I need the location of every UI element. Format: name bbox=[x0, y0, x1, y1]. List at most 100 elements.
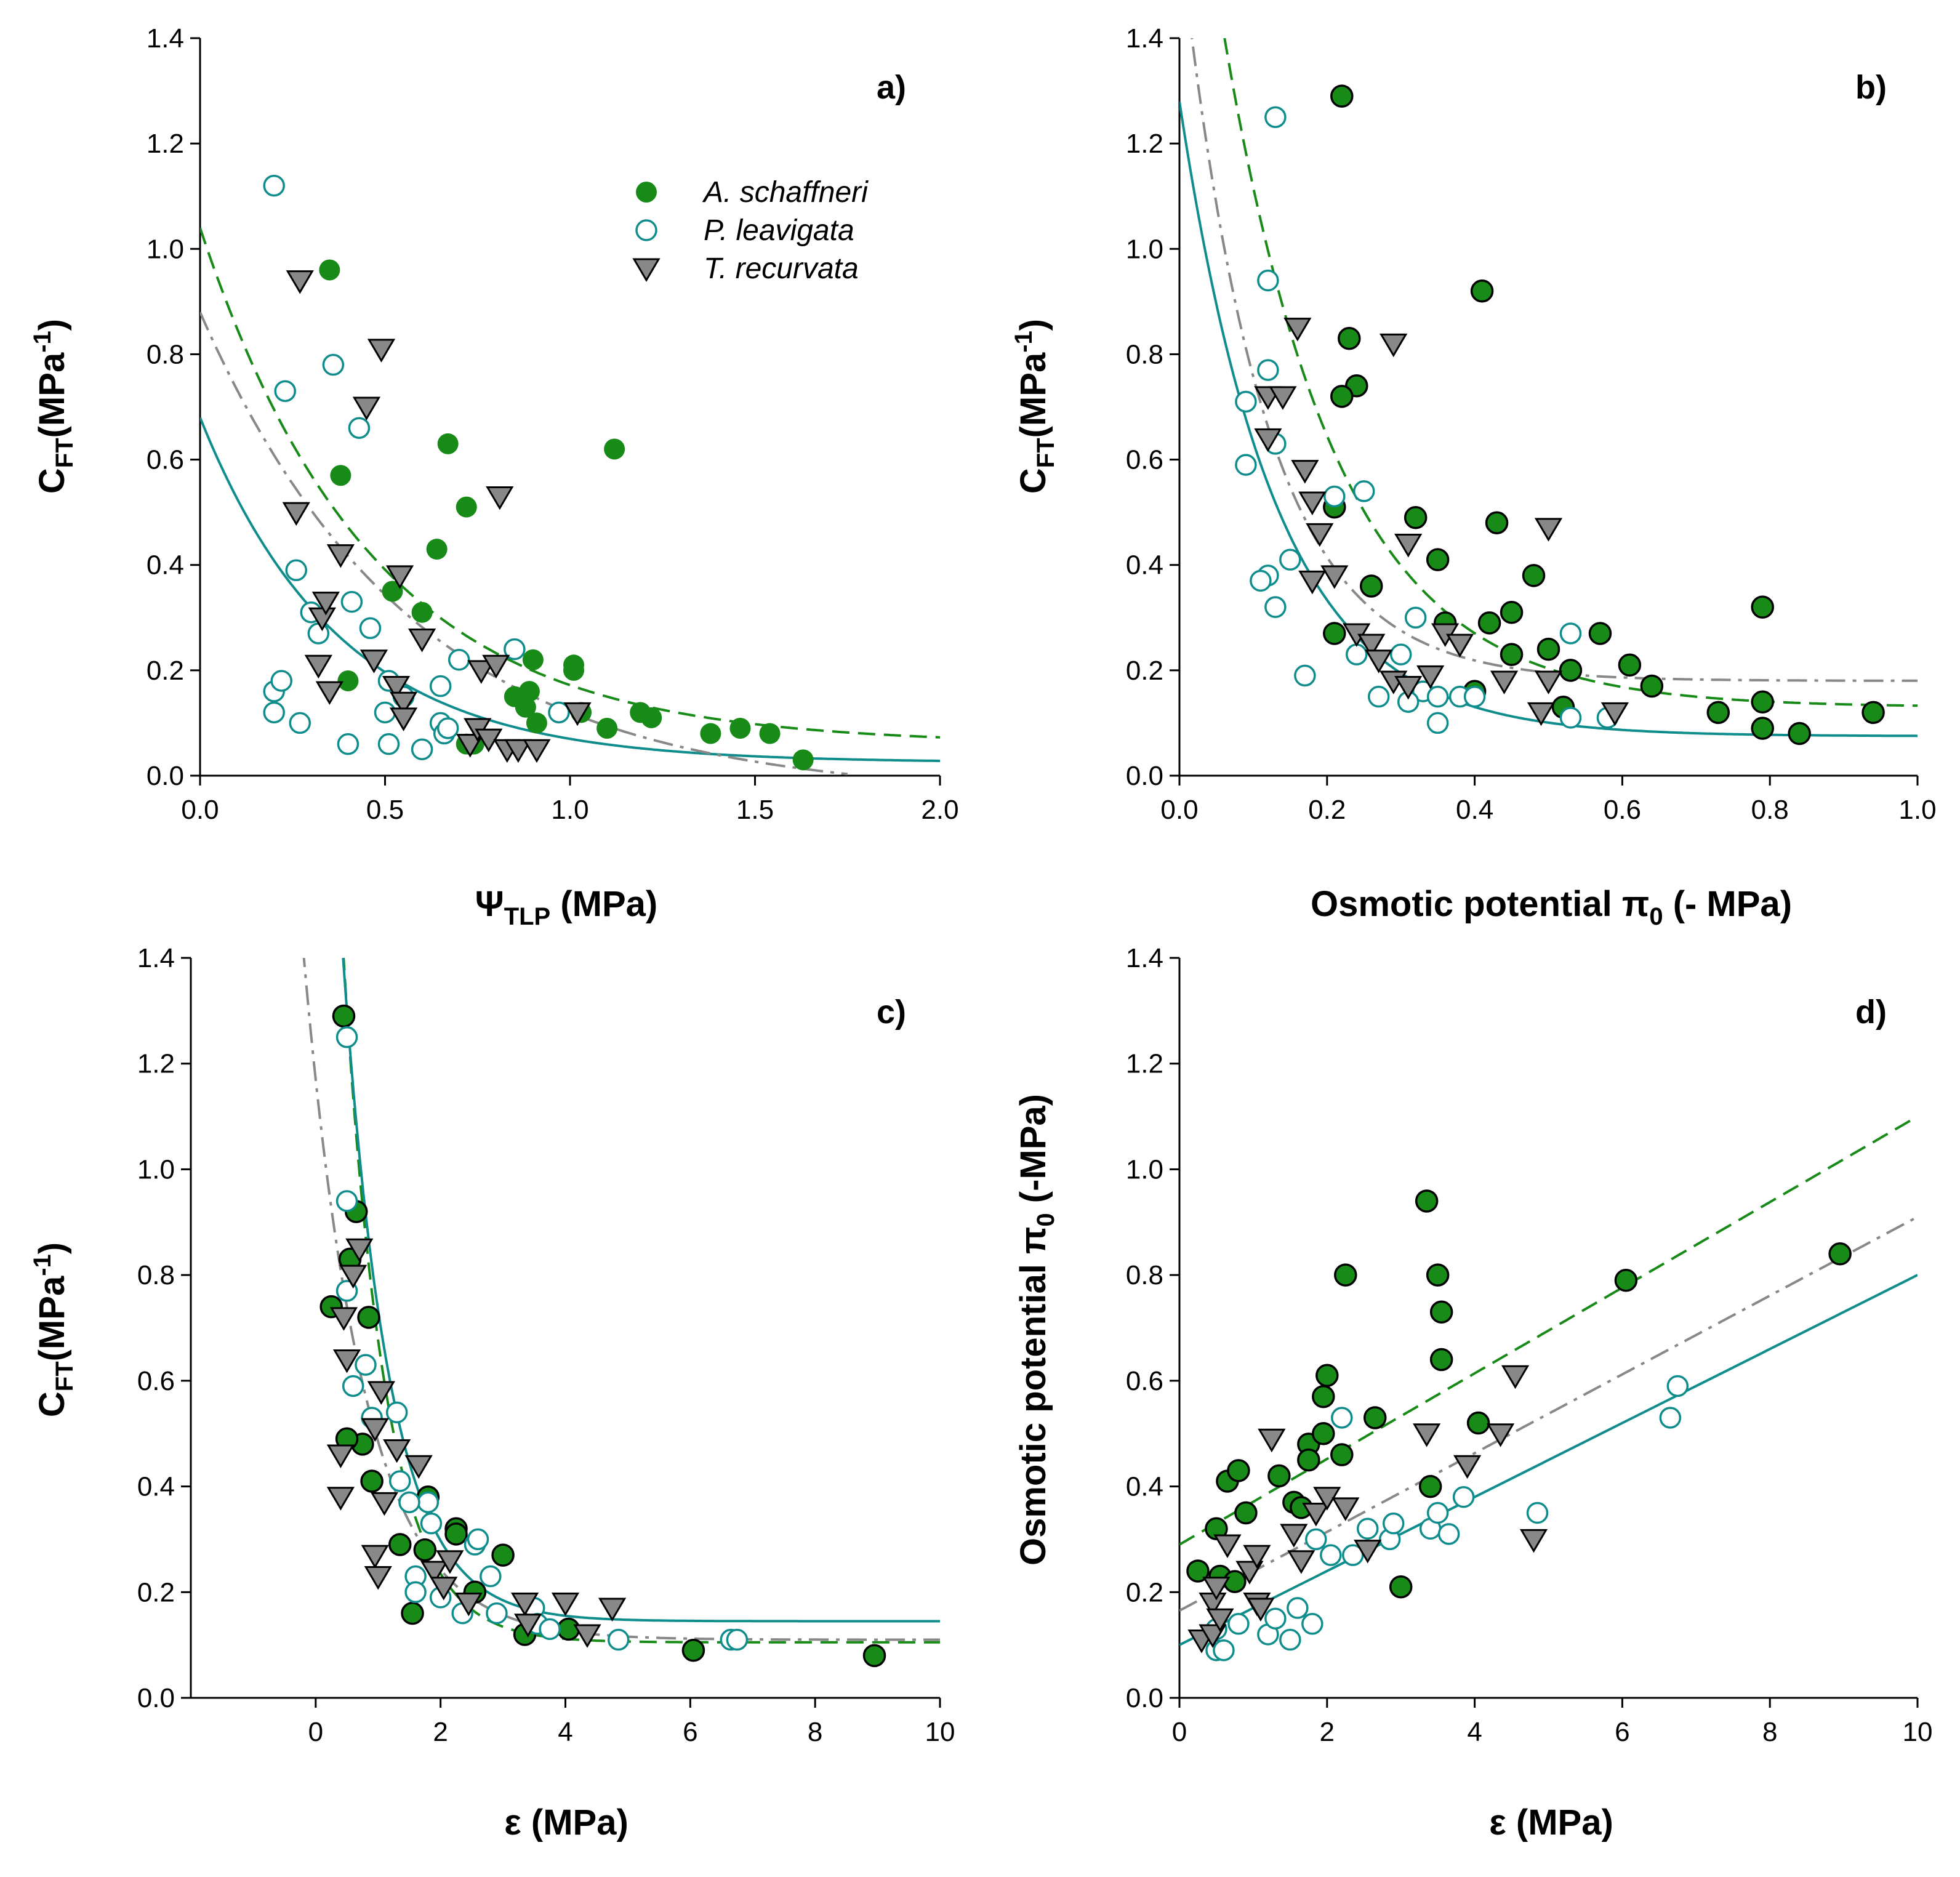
panel-d-point-recurvata bbox=[1501, 1365, 1530, 1389]
panel-c-y-tick-label: 1.0 bbox=[137, 1154, 175, 1184]
panel-a-ylabel-main: C bbox=[32, 468, 72, 494]
panel-a-point-recurvata bbox=[563, 702, 592, 726]
panel-c-point-schaffneri bbox=[332, 1004, 356, 1028]
panel-d-point-leavigata bbox=[1356, 1517, 1379, 1540]
panel-b-point-leavigata bbox=[1426, 712, 1449, 734]
panel-d-fit-schaffneri bbox=[1179, 1115, 1918, 1546]
panel-b-point-schaffneri bbox=[1485, 511, 1509, 535]
panel-c-point-leavigata bbox=[404, 1581, 427, 1604]
panel-c-point-recurvata bbox=[367, 1381, 395, 1405]
panel-a-point-leavigata bbox=[337, 733, 359, 755]
panel-b-point-leavigata bbox=[1346, 643, 1368, 665]
panel-d-point-leavigata bbox=[1382, 1512, 1405, 1535]
panel-b-point-schaffneri bbox=[1706, 701, 1730, 725]
panel-b-ylabel-rest: (MPa bbox=[1013, 352, 1053, 438]
panel-b-point-recurvata bbox=[1490, 670, 1519, 694]
panel-b-point-leavigata bbox=[1264, 106, 1287, 129]
panel-d-point-recurvata bbox=[1453, 1455, 1482, 1479]
panel-c-point-leavigata bbox=[335, 1190, 358, 1212]
panel-a-y-tick-label: 1.0 bbox=[147, 234, 184, 264]
panel-d-point-schaffneri bbox=[1415, 1189, 1439, 1213]
panel-d-point-schaffneri bbox=[1334, 1263, 1357, 1287]
panel-a-label: a) bbox=[877, 69, 906, 106]
panel-d-point-leavigata bbox=[1452, 1485, 1475, 1508]
panel-d-point-recurvata bbox=[1486, 1423, 1515, 1447]
panel-b-y-tick-label: 1.4 bbox=[1126, 23, 1163, 54]
panel-b-point-schaffneri bbox=[1536, 637, 1560, 661]
panel-a-ylabel-end: ) bbox=[32, 319, 72, 331]
panel-d-xlabel-main: ε (MPa) bbox=[1489, 1803, 1613, 1843]
panel-c-x-tick-label: 2 bbox=[433, 1717, 448, 1747]
panel-d-point-recurvata bbox=[1519, 1529, 1548, 1553]
panel-a-point-leavigata bbox=[340, 590, 363, 613]
panel-d-point-schaffneri bbox=[1186, 1559, 1210, 1583]
panel-b-point-recurvata bbox=[1416, 665, 1445, 689]
panel-c-x-tick-label: 8 bbox=[808, 1717, 822, 1747]
panel-a-x-tick-label: 1.5 bbox=[736, 795, 774, 825]
panel-a-xlabel-main: Ψ bbox=[475, 884, 504, 924]
panel-a-point-recurvata bbox=[389, 707, 418, 731]
panel-c-x-tick-label: 0 bbox=[308, 1717, 323, 1747]
panel-d-point-leavigata bbox=[1213, 1639, 1235, 1662]
panel-a-point-leavigata bbox=[348, 417, 371, 439]
panel-d-y-tick-label: 0.4 bbox=[1126, 1472, 1163, 1502]
panel-b-xlabel-sub: 0 bbox=[1649, 903, 1663, 930]
panel-a-point-schaffneri bbox=[792, 749, 814, 771]
panel-d-ylabel-rest: (-MPa) bbox=[1013, 1094, 1053, 1213]
panel-b-point-schaffneri bbox=[1751, 717, 1774, 740]
panel-b-point-leavigata bbox=[1404, 606, 1427, 629]
panel-d-point-recurvata bbox=[1258, 1428, 1286, 1453]
panel-c-point-recurvata bbox=[436, 1550, 464, 1574]
panel-d-point-leavigata bbox=[1331, 1407, 1353, 1429]
panel-a-xlabel-rest: (MPa) bbox=[550, 884, 657, 924]
panel-c-point-recurvata bbox=[420, 1561, 449, 1585]
panel-a-y-tick-label: 0.0 bbox=[147, 761, 184, 791]
panel-d-point-schaffneri bbox=[1227, 1459, 1250, 1482]
panel-d-y-axis-title: Osmotic potential π0 (-MPa) bbox=[1013, 1094, 1059, 1566]
panel-b-point-schaffneri bbox=[1470, 279, 1494, 303]
panel-c-series-leavigata bbox=[335, 1026, 749, 1651]
panel-c-point-recurvata bbox=[329, 1307, 358, 1331]
panel-b-point-recurvata bbox=[1254, 428, 1282, 452]
panel-c-y-axis-title: CFT(MPa-1) bbox=[29, 1242, 78, 1417]
panel-a-point-leavigata bbox=[270, 670, 292, 692]
panel-b-x-tick-label: 0.6 bbox=[1604, 795, 1641, 825]
panel-d-ylabel-main: Osmotic potential π bbox=[1013, 1227, 1053, 1566]
panel-d-point-recurvata bbox=[1287, 1550, 1315, 1574]
panel-a-point-schaffneri bbox=[515, 696, 536, 718]
panel-b-point-schaffneri bbox=[1588, 622, 1612, 645]
panel-d-x-tick-label: 2 bbox=[1320, 1717, 1335, 1747]
panel-d-y-tick-label: 0.0 bbox=[1126, 1683, 1163, 1713]
panel-b-point-schaffneri bbox=[1500, 600, 1524, 624]
panel-b-point-recurvata bbox=[1306, 523, 1334, 547]
panel-d-series-schaffneri bbox=[1186, 1189, 1852, 1599]
panel-d-point-schaffneri bbox=[1614, 1268, 1638, 1292]
panel-a-point-schaffneri bbox=[563, 659, 585, 681]
panel-a-point-leavigata bbox=[359, 617, 382, 640]
panel-b-point-recurvata bbox=[1365, 649, 1393, 673]
panel-a-point-recurvata bbox=[304, 654, 332, 679]
legend-label-leavigata: P. leavigata bbox=[704, 214, 854, 247]
panel-a-point-leavigata bbox=[307, 622, 330, 645]
panel-b-x-tick-label: 0.2 bbox=[1308, 795, 1346, 825]
panel-b-point-schaffneri bbox=[1618, 653, 1642, 677]
panel-d-point-schaffneri bbox=[1429, 1300, 1453, 1324]
panel-b-point-recurvata bbox=[1534, 518, 1563, 542]
panel-d-point-leavigata bbox=[1279, 1628, 1301, 1651]
panel-d-point-leavigata bbox=[1666, 1375, 1689, 1397]
panel-b-point-leavigata bbox=[1426, 685, 1449, 708]
panel-d-y-tick-label: 0.2 bbox=[1126, 1577, 1163, 1607]
panel-a-point-leavigata bbox=[436, 717, 459, 739]
panel-c-point-schaffneri bbox=[681, 1638, 705, 1662]
panel-c-y-tick-label: 1.4 bbox=[137, 943, 175, 973]
panel-d-point-recurvata bbox=[1199, 1624, 1227, 1648]
panel-c-point-leavigata bbox=[398, 1491, 420, 1514]
panel-a-point-leavigata bbox=[411, 738, 433, 760]
panel-b-point-leavigata bbox=[1279, 549, 1301, 571]
panel-a-point-recurvata bbox=[359, 649, 388, 673]
panel-d-ylabel-sub: 0 bbox=[1032, 1213, 1059, 1226]
panel-d-point-leavigata bbox=[1227, 1613, 1250, 1635]
panel-b-point-schaffneri bbox=[1330, 84, 1354, 108]
panel-c-x-tick-label: 6 bbox=[683, 1717, 697, 1747]
panel-a-point-recurvata bbox=[504, 739, 532, 763]
